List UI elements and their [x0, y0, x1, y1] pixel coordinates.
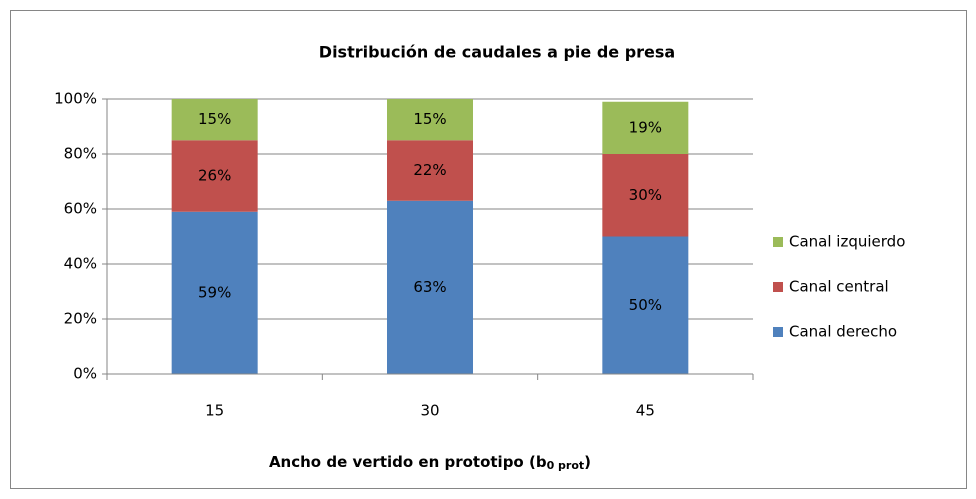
x-tick-label: 15	[205, 402, 224, 420]
y-tick-label: 60%	[64, 200, 97, 218]
data-label: 19%	[629, 118, 662, 136]
bar-segment	[387, 140, 473, 201]
y-tick-label: 0%	[73, 365, 97, 383]
data-label: 50%	[629, 296, 662, 314]
bar-segment	[171, 140, 258, 212]
y-tick-label: 80%	[64, 145, 97, 163]
data-label: 63%	[413, 278, 446, 296]
legend-label: Canal central	[789, 278, 889, 296]
x-tick-label: 30	[420, 402, 439, 420]
data-label: 15%	[198, 110, 231, 128]
x-tick-label: 45	[636, 402, 655, 420]
y-tick-label: 20%	[64, 310, 97, 328]
bar-segment	[387, 99, 473, 141]
y-tick-label: 100%	[54, 90, 97, 108]
legend-swatch	[773, 327, 783, 337]
bar-segment	[387, 200, 473, 374]
data-label: 30%	[629, 186, 662, 204]
bar-segment	[171, 211, 258, 374]
bar-segment	[602, 236, 689, 374]
chart-border	[10, 10, 967, 489]
bar-segment	[171, 99, 258, 141]
x-axis-label-subscript: 0 prot	[547, 459, 585, 472]
data-label: 26%	[198, 167, 231, 185]
x-axis-label-text: Ancho de vertido en prototipo (b	[269, 453, 547, 471]
y-tick-label: 40%	[64, 255, 97, 273]
data-label: 59%	[198, 283, 231, 301]
data-label: 22%	[413, 161, 446, 179]
bar-segment	[602, 154, 689, 237]
data-label: 15%	[413, 110, 446, 128]
chart-title: Distribución de caudales a pie de presa	[319, 43, 675, 62]
legend-swatch	[773, 282, 783, 292]
x-axis-label-suffix: )	[584, 453, 591, 471]
x-axis-label: Ancho de vertido en prototipo (b0 prot)	[269, 453, 591, 473]
legend-label: Canal derecho	[789, 323, 897, 341]
legend-swatch	[773, 237, 783, 247]
legend-label: Canal izquierdo	[789, 233, 905, 251]
bar-segment	[602, 101, 689, 154]
